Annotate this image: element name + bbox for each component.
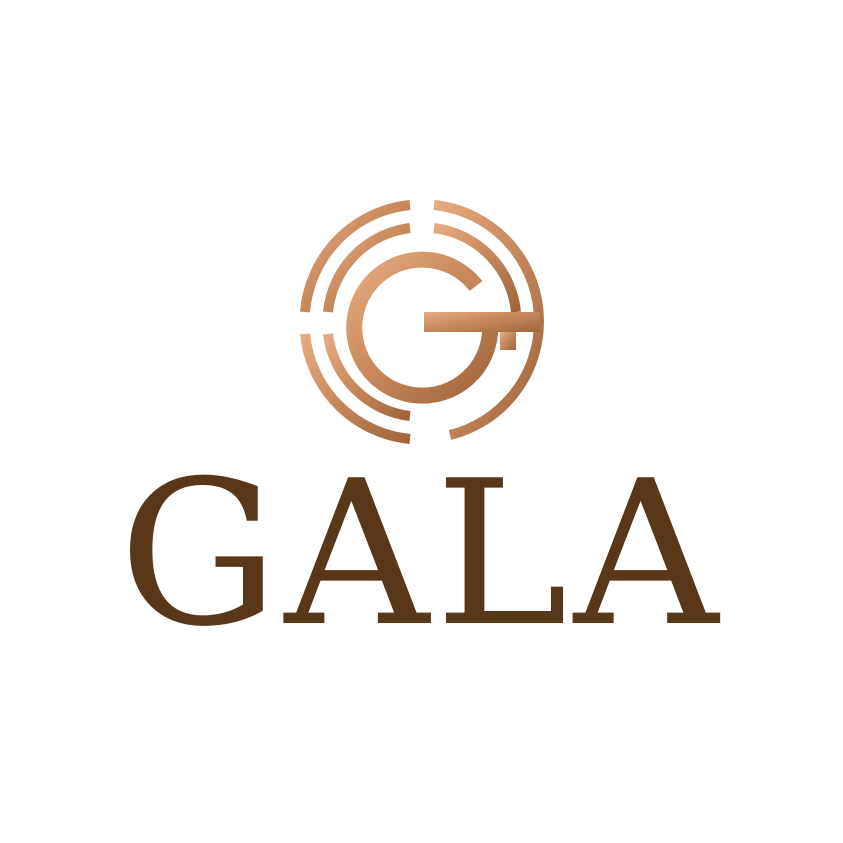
brand-wordmark: GALA (118, 438, 725, 671)
g-monogram-circle-icon (300, 200, 544, 444)
